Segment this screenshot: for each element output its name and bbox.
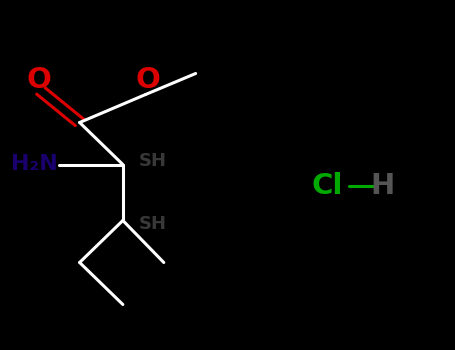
Text: O: O — [136, 66, 160, 94]
Text: SH: SH — [138, 215, 167, 233]
Text: SH: SH — [138, 152, 167, 170]
Text: H₂N: H₂N — [11, 154, 57, 175]
Text: H: H — [370, 172, 394, 200]
Text: Cl: Cl — [312, 172, 344, 200]
Text: O: O — [26, 66, 51, 94]
